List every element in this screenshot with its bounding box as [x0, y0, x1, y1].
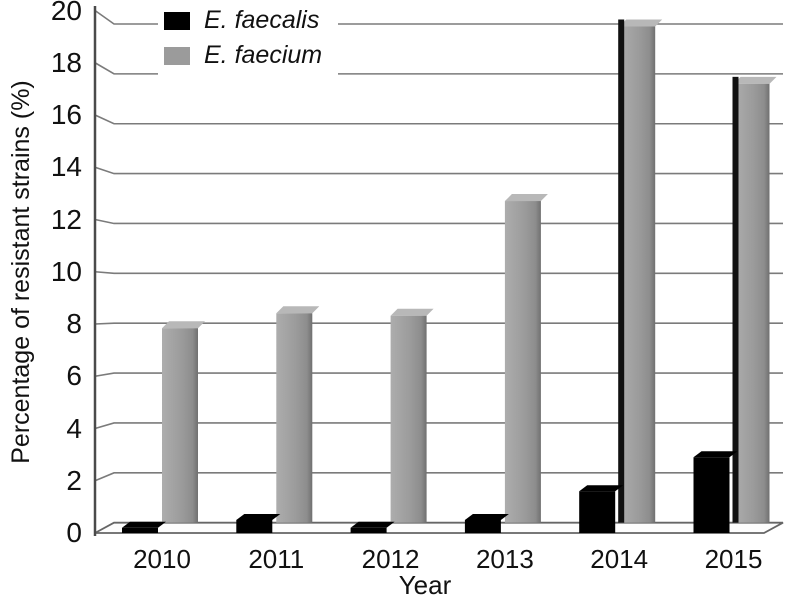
bar-faecium-2015: [733, 83, 770, 523]
bar-top-face-faecalis-2010: [122, 521, 166, 528]
bar-top-face-faecium-2012: [390, 308, 434, 316]
bar-faecalis-2014: [579, 491, 616, 533]
bar-faecalis-2013: [464, 519, 501, 533]
legend-swatch-gray: [164, 46, 190, 65]
bars: [122, 19, 777, 533]
y-tick-label-12: 12: [50, 203, 82, 235]
x-tick-label-2013: 2013: [475, 544, 534, 574]
x-tick-label-2011: 2011: [248, 544, 305, 574]
bar-top-face-faecalis-2014: [579, 485, 624, 492]
x-tick-label-2014: 2014: [590, 544, 649, 574]
bar-faecium-2012: [390, 315, 427, 523]
legend-item-faecalis: E. faecalis: [164, 3, 322, 38]
bar-top-face-faecalis-2011: [236, 513, 281, 520]
bar-top-face-faecium-2014: [619, 19, 663, 27]
bar-faecalis-2015: [693, 457, 730, 533]
y-tick-label-18: 18: [50, 46, 82, 78]
bar-faecalis-2010: [122, 527, 158, 533]
bar-top-face-faecalis-2012: [350, 521, 395, 528]
bar-top-face-faecium-2015: [733, 76, 777, 84]
chart-floor: [94, 521, 784, 534]
y-tick-label-0: 0: [66, 517, 82, 548]
bar-faecium-2011: [276, 313, 313, 523]
y-axis-title: Percentage of resistant strains (%): [7, 80, 35, 464]
legend-label-faecium: E. faecium: [204, 41, 323, 69]
y-tick-label-6: 6: [66, 360, 82, 392]
bar-top-face-faecium-2013: [504, 194, 548, 202]
x-tick-label-2012: 2012: [361, 544, 420, 574]
bar-top-face-faecium-2010: [162, 321, 205, 329]
y-tick-label-20: 20: [50, 0, 82, 26]
x-tick-label-2010: 2010: [133, 544, 191, 574]
bar-top-face-faecalis-2013: [464, 513, 509, 520]
bar-faecalis-2011: [236, 519, 273, 533]
bar-left-shadow-2014: [618, 19, 625, 523]
legend-label-faecalis: E. faecalis: [204, 6, 320, 34]
bar-faecium-2013: [504, 201, 541, 523]
y-tick-label-14: 14: [50, 151, 82, 183]
bar-top-face-faecium-2011: [276, 306, 320, 314]
bar-left-shadow-2015: [732, 76, 739, 523]
x-tick-label-2015: 2015: [704, 544, 763, 574]
y-tick-label-2: 2: [66, 464, 82, 496]
legend: E. faecalis E. faecium: [158, 0, 339, 77]
bar-top-face-faecalis-2015: [693, 451, 738, 458]
gridlines: [94, 9, 783, 482]
y-tick-label-10: 10: [50, 255, 82, 287]
x-axis-title: Year: [398, 570, 452, 600]
y-tick-label-16: 16: [50, 99, 82, 130]
legend-swatch-black: [164, 11, 190, 30]
y-tick-label-8: 8: [66, 308, 82, 339]
bar-faecium-2014: [619, 26, 656, 523]
y-tick-label-4: 4: [66, 412, 82, 444]
bar-faecalis-2012: [350, 527, 387, 533]
legend-item-faecium: E. faecium: [164, 38, 322, 73]
bar-faecium-2010: [162, 328, 198, 523]
